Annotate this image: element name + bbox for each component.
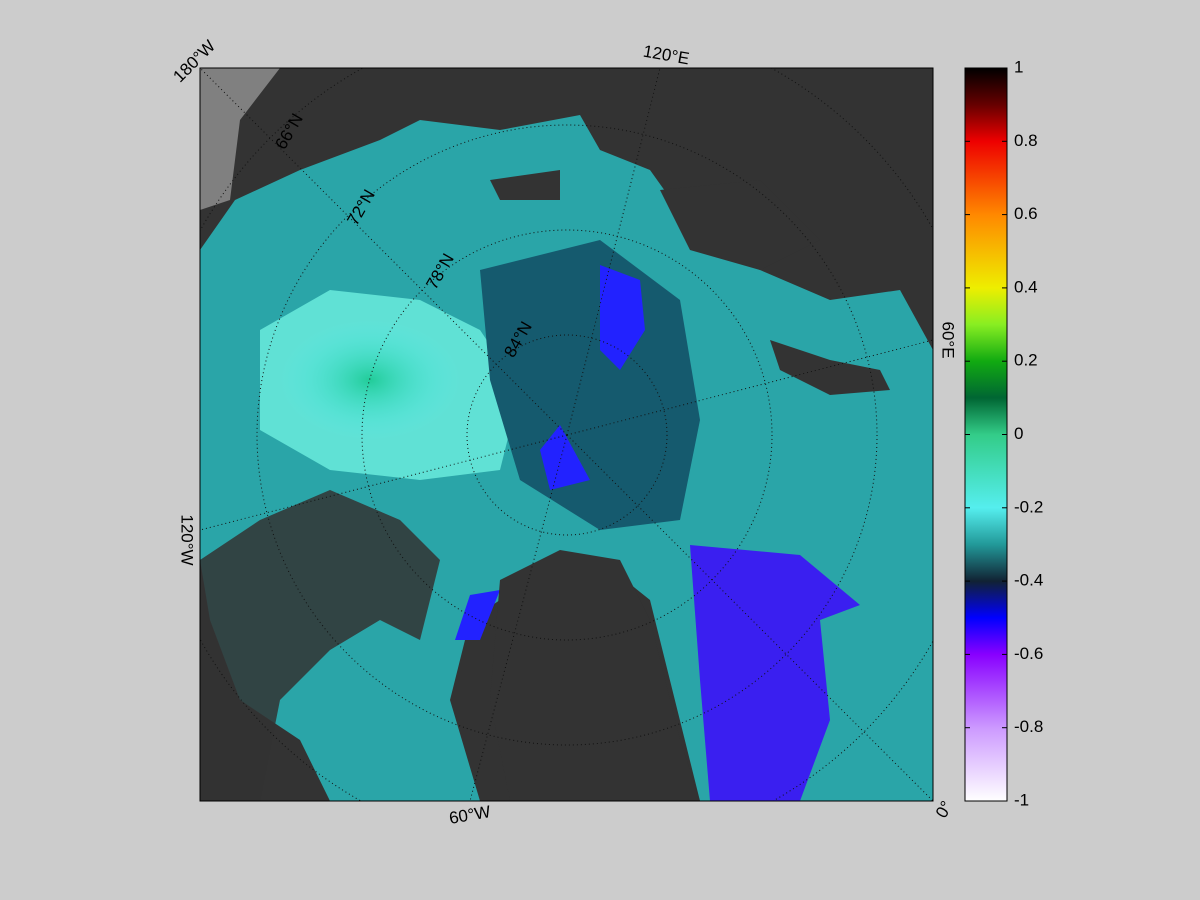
island (490, 170, 560, 200)
greenland (490, 550, 700, 801)
colorbar-tick-label: -0.2 (1014, 497, 1043, 516)
colorbar-tick-label: -0.8 (1014, 717, 1043, 736)
island (770, 340, 890, 395)
positive-region (280, 320, 460, 440)
colorbar-tick-label: -0.6 (1014, 644, 1043, 663)
lon-label: 120°E (642, 42, 691, 69)
map (200, 68, 933, 801)
colorbar-tick-label: -1 (1014, 790, 1029, 809)
blue-patch (600, 265, 645, 370)
island (660, 180, 820, 270)
blue-patch (690, 545, 860, 801)
colorbar (964, 67, 1008, 802)
lon-label: 60°E (939, 321, 958, 358)
colorbar-tick-label: -0.4 (1014, 571, 1043, 590)
graticule (200, 68, 933, 801)
lon-label: 60°W (448, 802, 492, 828)
low-anomaly (480, 240, 700, 530)
map-frame (199, 67, 934, 802)
colorbar-tick-label: 0 (1014, 424, 1023, 443)
colorbar-tick-label: 0.8 (1014, 131, 1038, 150)
colorbar-tick-label: 0.4 (1014, 277, 1038, 296)
lon-label: 120°W (178, 514, 197, 565)
colorbar-tick-label: 1 (1014, 57, 1023, 76)
colorbar-tick-label: 0.6 (1014, 204, 1038, 223)
blue-patch (540, 425, 590, 490)
colorbar-tick-label: 0.2 (1014, 351, 1038, 370)
archipelago (200, 490, 440, 801)
lon-label: 0° (932, 798, 957, 822)
unmapped (200, 68, 280, 210)
blue-patch (455, 590, 500, 640)
